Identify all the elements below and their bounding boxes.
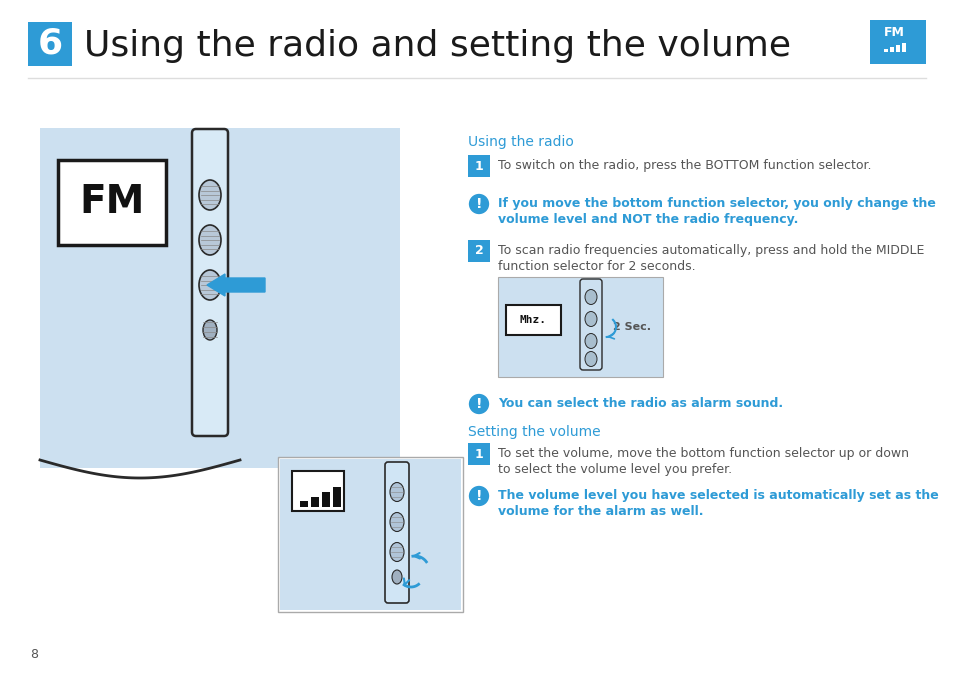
Text: To switch on the radio, press the BOTTOM function selector.: To switch on the radio, press the BOTTOM… [497, 160, 871, 172]
Text: volume for the alarm as well.: volume for the alarm as well. [497, 505, 702, 518]
Bar [299, 501, 308, 507]
Circle shape [468, 485, 490, 507]
Text: function selector for 2 seconds.: function selector for 2 seconds. [497, 260, 695, 273]
Bar [333, 487, 340, 507]
FancyArrow shape [207, 274, 265, 296]
Ellipse shape [199, 180, 221, 210]
Ellipse shape [203, 320, 216, 340]
Ellipse shape [584, 334, 597, 349]
Bar [889, 47, 893, 52]
Bar [311, 497, 318, 507]
Text: !: ! [476, 489, 482, 503]
Text: !: ! [476, 397, 482, 411]
Ellipse shape [584, 312, 597, 326]
Ellipse shape [390, 542, 403, 561]
Text: 1: 1 [475, 448, 483, 460]
Ellipse shape [199, 270, 221, 300]
FancyBboxPatch shape [468, 240, 490, 262]
FancyBboxPatch shape [58, 160, 166, 245]
FancyBboxPatch shape [280, 459, 460, 610]
Ellipse shape [584, 289, 597, 304]
Text: 2 Sec.: 2 Sec. [613, 322, 650, 332]
FancyBboxPatch shape [579, 279, 601, 370]
Bar [322, 492, 330, 507]
Text: FM: FM [79, 183, 145, 221]
FancyBboxPatch shape [869, 20, 925, 64]
Text: To scan radio frequencies automatically, press and hold the MIDDLE: To scan radio frequencies automatically,… [497, 244, 923, 257]
FancyBboxPatch shape [385, 462, 409, 603]
Ellipse shape [390, 483, 403, 501]
FancyBboxPatch shape [277, 457, 462, 612]
Ellipse shape [199, 225, 221, 255]
Ellipse shape [390, 513, 403, 532]
FancyBboxPatch shape [497, 277, 662, 377]
Text: !: ! [476, 197, 482, 211]
Text: FM: FM [883, 26, 904, 38]
Bar [901, 43, 905, 52]
Ellipse shape [392, 570, 401, 584]
Ellipse shape [584, 351, 597, 367]
Circle shape [468, 193, 490, 215]
Circle shape [468, 393, 490, 415]
Bar [895, 45, 899, 52]
Text: 6: 6 [37, 27, 63, 61]
FancyBboxPatch shape [505, 305, 560, 335]
Text: You can select the radio as alarm sound.: You can select the radio as alarm sound. [497, 397, 782, 410]
Text: 1: 1 [475, 160, 483, 172]
FancyBboxPatch shape [292, 471, 344, 511]
Text: Using the radio and setting the volume: Using the radio and setting the volume [84, 29, 790, 63]
FancyBboxPatch shape [28, 22, 71, 66]
Text: Mhz.: Mhz. [519, 315, 546, 325]
Text: 8: 8 [30, 649, 38, 662]
FancyBboxPatch shape [468, 155, 490, 177]
FancyBboxPatch shape [468, 443, 490, 465]
Text: If you move the bottom function selector, you only change the: If you move the bottom function selector… [497, 197, 935, 210]
Bar [883, 49, 887, 52]
Text: To set the volume, move the bottom function selector up or down: To set the volume, move the bottom funct… [497, 447, 908, 460]
FancyBboxPatch shape [40, 128, 399, 468]
Text: to select the volume level you prefer.: to select the volume level you prefer. [497, 463, 731, 476]
Text: Setting the volume: Setting the volume [468, 425, 600, 439]
FancyBboxPatch shape [192, 129, 228, 436]
Text: volume level and NOT the radio frequency.: volume level and NOT the radio frequency… [497, 213, 798, 226]
Text: The volume level you have selected is automatically set as the: The volume level you have selected is au… [497, 489, 938, 502]
Text: 2: 2 [475, 244, 483, 258]
Text: Using the radio: Using the radio [468, 135, 574, 149]
